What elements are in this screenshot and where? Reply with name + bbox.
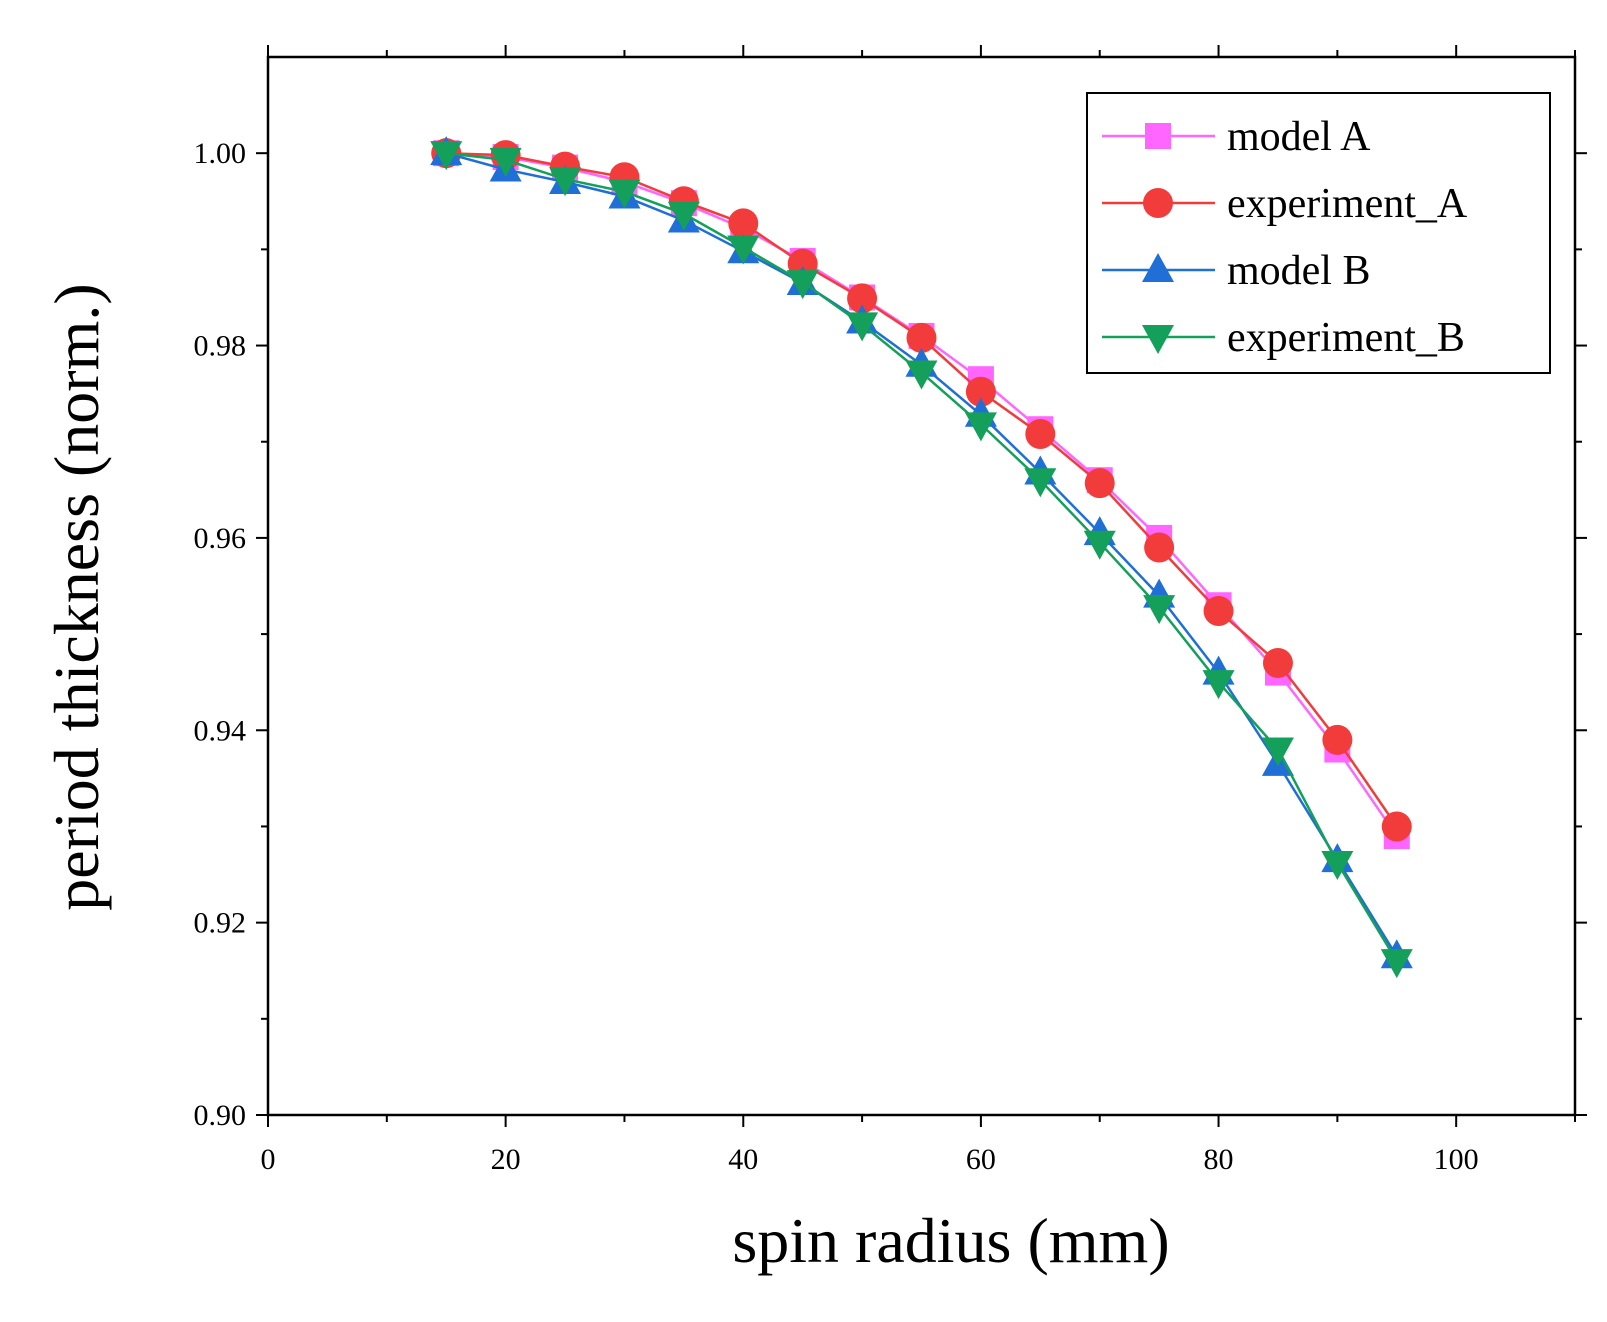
legend-item: model A xyxy=(1102,114,1371,160)
data-point xyxy=(1084,468,1115,499)
data-point xyxy=(608,179,641,209)
data-point xyxy=(549,167,582,197)
y-tick-label: 0.98 xyxy=(194,330,247,363)
data-point xyxy=(786,270,819,300)
data-point xyxy=(667,201,700,231)
data-point xyxy=(1025,419,1056,450)
x-tick-label: 60 xyxy=(966,1143,996,1176)
legend-label: model B xyxy=(1227,248,1371,294)
legend-marker xyxy=(1142,253,1174,282)
data-point xyxy=(1144,532,1175,563)
legend-label: model A xyxy=(1227,114,1371,160)
data-point xyxy=(905,360,938,390)
legend-label: experiment_B xyxy=(1227,315,1465,361)
data-point xyxy=(847,283,878,314)
y-tick-label: 0.94 xyxy=(194,714,247,747)
data-point xyxy=(430,141,463,171)
data-point xyxy=(728,208,759,239)
series-experiment-b xyxy=(430,141,1413,979)
data-point xyxy=(1024,468,1057,498)
x-tick-label: 80 xyxy=(1204,1143,1234,1176)
data-point xyxy=(965,376,996,407)
x-tick-label: 100 xyxy=(1434,1143,1479,1176)
legend-marker xyxy=(1142,325,1174,354)
y-axis-title: period thickness (norm.) xyxy=(41,283,112,910)
data-point xyxy=(1143,595,1176,625)
data-point xyxy=(964,412,997,442)
data-point xyxy=(1322,724,1353,755)
legend-marker xyxy=(1143,188,1173,218)
data-point xyxy=(1262,647,1293,678)
y-tick-label: 0.90 xyxy=(194,1099,247,1132)
data-point xyxy=(1203,596,1234,627)
legend-marker xyxy=(1145,123,1171,149)
data-point xyxy=(1381,811,1412,842)
data-point xyxy=(1202,670,1235,700)
data-point xyxy=(846,312,879,342)
y-tick-label: 0.96 xyxy=(194,522,247,555)
data-point xyxy=(1083,530,1116,560)
data-point xyxy=(906,322,937,353)
data-point xyxy=(489,147,522,177)
series-layer xyxy=(430,136,1413,979)
y-tick-label: 1.00 xyxy=(194,137,247,170)
x-tick-label: 20 xyxy=(491,1143,521,1176)
plot-frame xyxy=(266,55,1577,1117)
legend-item: experiment_B xyxy=(1102,315,1465,361)
data-point xyxy=(727,235,760,265)
legend-label: experiment_A xyxy=(1227,181,1468,227)
data-point xyxy=(1321,851,1354,881)
x-tick-label: 0 xyxy=(261,1143,276,1176)
series-experiment-a xyxy=(431,138,1412,842)
x-tick-label: 40 xyxy=(728,1143,758,1176)
axes-layer: 0 20 40 60 80 100 0.90 0.92 0.94 0.96 0.98 1.00 xyxy=(194,45,1587,1176)
y-tick-label: 0.92 xyxy=(194,907,247,940)
legend-item: experiment_A xyxy=(1102,181,1468,227)
data-point xyxy=(1380,949,1413,979)
legend-item: model B xyxy=(1102,248,1371,294)
data-point xyxy=(1261,737,1294,767)
x-axis-title: spin radius (mm) xyxy=(732,1205,1169,1276)
